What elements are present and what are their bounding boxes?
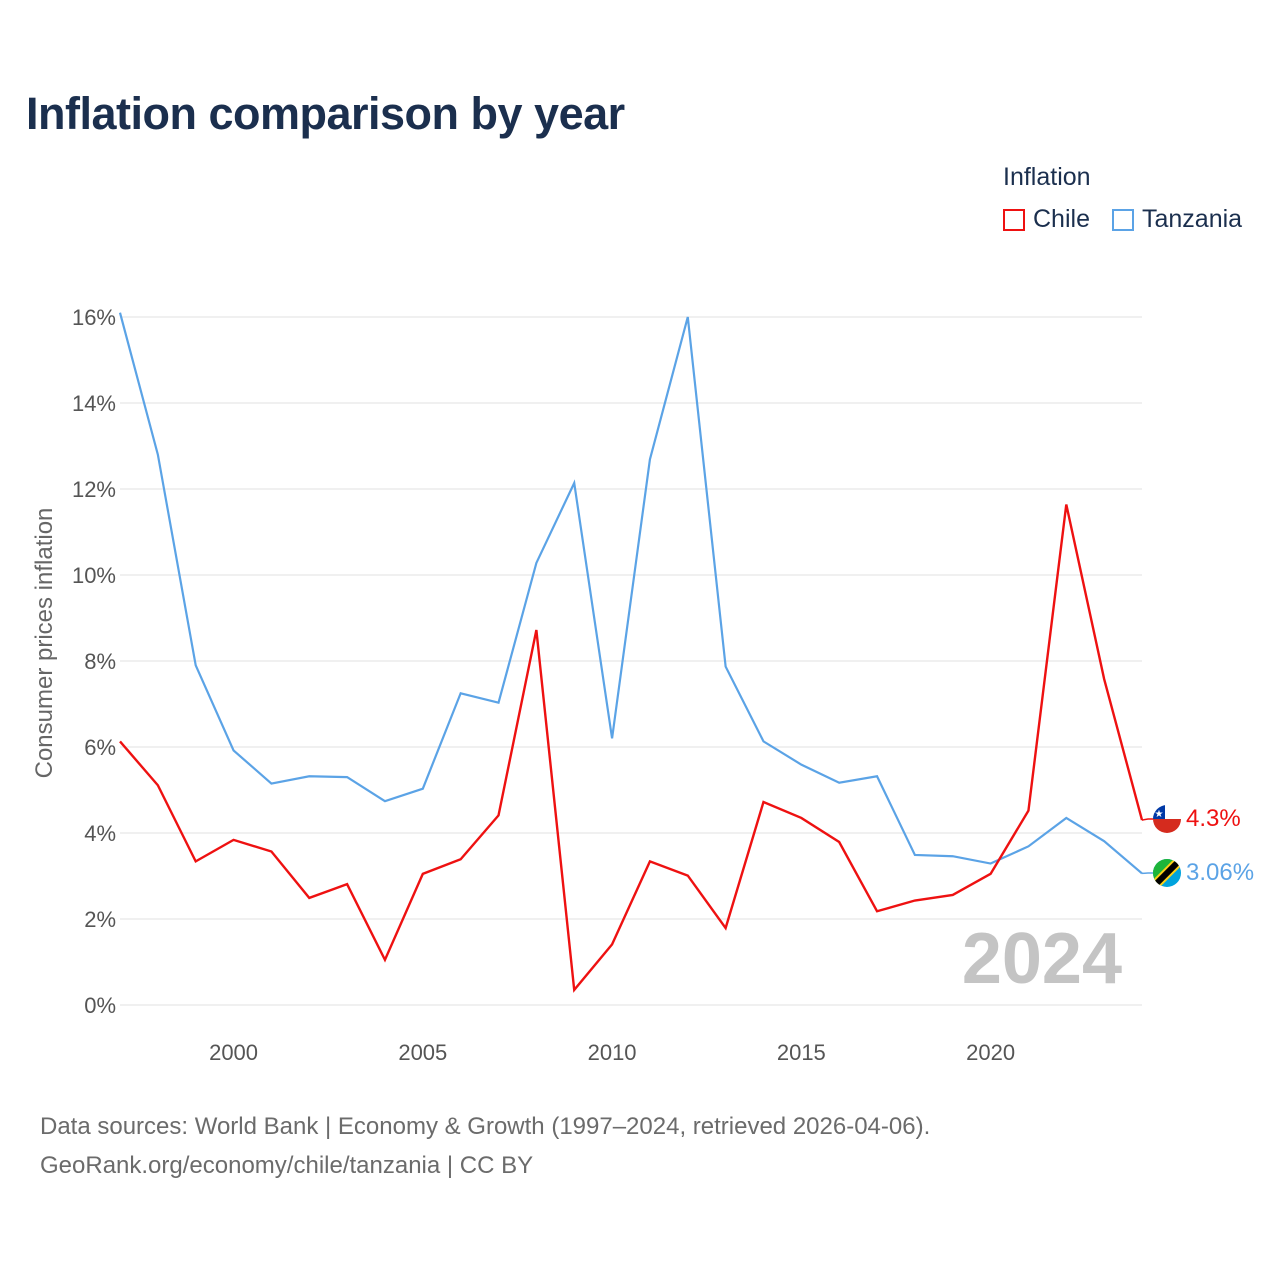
y-tick-label: 14% xyxy=(72,391,116,416)
legend-swatch-tanzania xyxy=(1112,208,1134,231)
legend-swatch-chile xyxy=(1003,208,1025,231)
legend-item-chile[interactable]: Chile xyxy=(1003,205,1090,234)
series-lines xyxy=(118,312,1153,993)
x-tick-label: 2020 xyxy=(966,1040,1015,1065)
series-line-tanzania[interactable] xyxy=(118,312,1143,875)
gridlines xyxy=(120,316,1142,1006)
y-tick-label: 6% xyxy=(84,735,116,760)
source-line-2[interactable]: GeoRank.org/economy/chile/tanzania | CC … xyxy=(40,1152,534,1179)
y-tick-label: 0% xyxy=(84,993,116,1018)
y-tick-label: 4% xyxy=(84,821,116,846)
chile-flag-icon: ★ xyxy=(1153,805,1181,833)
x-tick-label: 2005 xyxy=(398,1040,447,1065)
end-connector-chile xyxy=(1141,818,1153,821)
source-line-1: Data sources: World Bank | Economy & Gro… xyxy=(40,1113,931,1140)
end-label-tanzania: 3.06% xyxy=(1186,859,1254,886)
legend-label-chile: Chile xyxy=(1033,205,1090,233)
y-tick-label: 10% xyxy=(72,563,116,588)
source-note: Data sources: World Bank | Economy & Gro… xyxy=(40,1107,930,1185)
x-axis-ticks: 2000 2005 2010 2015 2020 xyxy=(209,1040,1015,1065)
legend-item-tanzania[interactable]: Tanzania xyxy=(1112,205,1242,234)
series-line-chile[interactable] xyxy=(119,504,1144,993)
y-tick-label: 12% xyxy=(72,477,116,502)
y-axis-ticks: 0% 2% 4% 6% 8% 10% 12% 14% 16% xyxy=(72,305,116,1018)
current-year-label: 2024 xyxy=(962,919,1122,999)
legend-title: Inflation xyxy=(1003,163,1091,191)
y-axis-label: Consumer prices inflation xyxy=(31,508,58,779)
chart-title: Inflation comparison by year xyxy=(26,88,625,139)
legend-label-tanzania: Tanzania xyxy=(1142,205,1243,233)
tanzania-flag-icon xyxy=(1153,859,1181,887)
svg-text:★: ★ xyxy=(1155,809,1164,820)
y-tick-label: 2% xyxy=(84,907,116,932)
y-tick-label: 8% xyxy=(84,649,116,674)
y-tick-label: 16% xyxy=(72,305,116,330)
end-label-chile: 4.3% xyxy=(1186,805,1241,832)
x-tick-label: 2010 xyxy=(588,1040,637,1065)
x-tick-label: 2015 xyxy=(777,1040,826,1065)
chart-svg: 0%2%4%6%8%10%12%14%16% 2000 2005 2010 2015 2… xyxy=(31,305,1254,1065)
x-tick-label: 2000 xyxy=(209,1040,258,1065)
